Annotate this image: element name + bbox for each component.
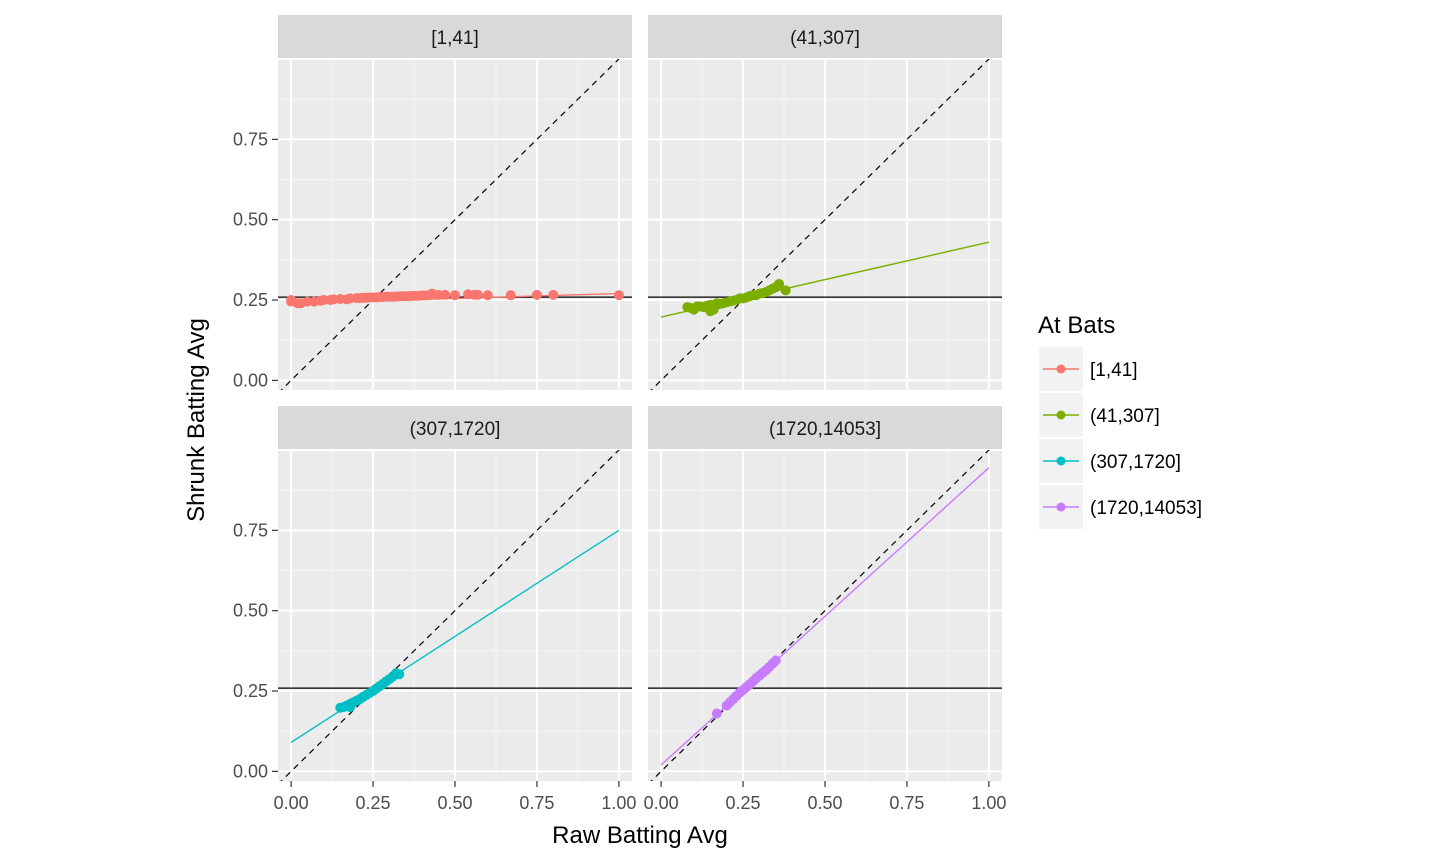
legend-entry: (41,307] (1039, 393, 1160, 437)
strip-label: (41,307] (790, 28, 860, 49)
diagonal-reference-line (280, 59, 620, 390)
data-point (482, 290, 493, 301)
y-tick-label: 0.50 (233, 601, 268, 621)
diagonal-reference-line (650, 59, 990, 390)
data-point (472, 289, 483, 300)
data-point (780, 285, 791, 296)
y-tick-label: 0.75 (233, 520, 268, 540)
x-tick-label: 0.75 (889, 793, 924, 813)
strip-background (278, 15, 632, 59)
data-point (505, 290, 516, 301)
x-tick-label: 1.00 (601, 793, 636, 813)
legend-entry: [1,41] (1039, 347, 1138, 391)
panel-3: (307,1720] (278, 406, 632, 781)
legend-key-point (1056, 502, 1066, 512)
legend-key-point (1056, 364, 1066, 374)
strip-label: [1,41] (431, 28, 479, 49)
data-point (450, 290, 460, 301)
panel-4: (1720,14053] (648, 406, 1002, 781)
data-point (440, 289, 451, 300)
legend: At Bats [1,41] (41,307] (307,1720] (1720,14… (1038, 312, 1202, 529)
x-tick-label: 0.25 (356, 793, 391, 813)
panel-content (278, 59, 632, 390)
legend-title: At Bats (1038, 312, 1115, 339)
x-tick-label: 1.00 (971, 793, 1006, 813)
diagonal-reference-line (280, 450, 620, 781)
y-tick-label: 0.50 (233, 210, 268, 230)
data-point (774, 278, 785, 289)
data-point (711, 708, 722, 719)
data-point (531, 289, 542, 300)
y-tick-label: 0.00 (233, 370, 268, 390)
legend-label: (41,307] (1090, 406, 1160, 427)
data-point (548, 289, 559, 300)
legend-entry: (307,1720] (1039, 439, 1181, 483)
panel-content (648, 59, 1002, 390)
x-tick-label: 0.00 (274, 793, 309, 813)
data-point (770, 655, 781, 666)
legend-label: (307,1720] (1090, 452, 1181, 473)
y-tick-label: 0.75 (233, 129, 268, 149)
axes-layer: 0.00 0.25 0.50 0.75 0.00 0.25 0.50 0.75 0.00 0.25… (233, 129, 1006, 813)
panel-content (278, 450, 632, 781)
x-tick-label: 0.50 (807, 793, 842, 813)
x-tick-label: 0.50 (437, 793, 472, 813)
x-tick-label: 0.25 (726, 793, 761, 813)
panel-content (648, 450, 1002, 781)
y-axis-title: Shrunk Batting Avg (183, 318, 210, 522)
panels-layer: [1,41] (41,307] (307,1720] (1720,14053] (278, 15, 1002, 781)
panel-1: [1,41] (278, 15, 632, 390)
data-point (613, 290, 624, 301)
strip-background (648, 15, 1002, 59)
data-point (394, 669, 405, 680)
legend-label: (1720,14053] (1090, 498, 1202, 519)
y-tick-label: 0.25 (233, 681, 268, 701)
x-axis-title: Raw Batting Avg (552, 822, 728, 849)
x-tick-label: 0.00 (644, 793, 679, 813)
y-tick-label: 0.25 (233, 290, 268, 310)
strip-background (278, 406, 632, 450)
strip-label: (307,1720] (410, 419, 501, 440)
x-tick-label: 0.75 (519, 793, 554, 813)
legend-label: [1,41] (1090, 360, 1138, 381)
legend-key-point (1056, 456, 1066, 466)
diagonal-reference-line (650, 450, 990, 781)
strip-background (648, 406, 1002, 450)
strip-label: (1720,14053] (769, 419, 881, 440)
legend-entry: (1720,14053] (1039, 485, 1202, 529)
y-tick-label: 0.00 (233, 761, 268, 781)
panel-2: (41,307] (648, 15, 1002, 390)
legend-key-point (1056, 410, 1066, 420)
